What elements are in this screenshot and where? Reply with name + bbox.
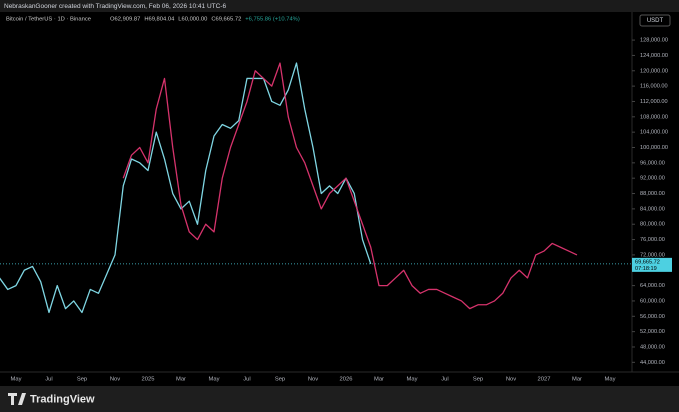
x-tick-label: Nov (506, 377, 516, 383)
ohlc-value: H69,804.04 (144, 17, 175, 23)
y-tick-label: 76,000.00 (640, 237, 665, 243)
x-tick-label: May (605, 377, 616, 383)
y-tick-label: 116,000.00 (640, 84, 668, 90)
x-tick-label: Jul (45, 377, 52, 383)
y-tick-label: 64,000.00 (640, 283, 665, 289)
last-price-label: 69,665.72 (635, 259, 660, 265)
y-tick-label: 112,000.00 (640, 99, 668, 105)
y-tick-label: 88,000.00 (640, 191, 665, 197)
x-tick-label: May (407, 377, 418, 383)
y-tick-label: 80,000.00 (640, 222, 665, 228)
x-tick-label: Jul (243, 377, 250, 383)
y-tick-label: 84,000.00 (640, 206, 665, 212)
x-tick-label: Sep (473, 377, 483, 383)
footer-bar (0, 386, 679, 412)
ohlc-value: C69,665.72 (211, 17, 241, 23)
y-tick-label: 52,000.00 (640, 329, 665, 335)
y-tick-label: 124,000.00 (640, 53, 668, 59)
x-tick-label: Mar (572, 377, 582, 383)
x-tick-label: Sep (275, 377, 285, 383)
x-tick-label: Mar (176, 377, 186, 383)
price-line (0, 62, 372, 314)
x-tick-label: 2027 (538, 377, 551, 383)
brand: TradingView (30, 393, 95, 405)
y-tick-label: 56,000.00 (640, 314, 665, 320)
x-tick-label: 2026 (340, 377, 353, 383)
x-tick-label: Sep (77, 377, 87, 383)
x-tick-label: May (11, 377, 22, 383)
ohlc-value: O62,909.87 (110, 17, 140, 23)
symbol: Bitcoin / TetherUS · 1D · Binance (6, 17, 91, 23)
logo (8, 393, 26, 405)
y-tick-label: 48,000.00 (640, 344, 665, 350)
last-price-box (632, 257, 672, 272)
y-tick-label: 44,000.00 (640, 360, 665, 366)
x-tick-label: May (209, 377, 220, 383)
ohlc-value: +6,755.86 (+10.74%) (245, 17, 300, 23)
countdown: 07:18:19 (635, 266, 657, 272)
x-tick-label: Nov (308, 377, 318, 383)
price-line (122, 62, 578, 310)
y-tick-label: 96,000.00 (640, 160, 665, 166)
x-tick-label: Nov (110, 377, 120, 383)
y-tick-label: 100,000.00 (640, 145, 668, 151)
ohlc-value: L60,000.00 (178, 17, 207, 23)
y-tick-label: 128,000.00 (640, 38, 668, 44)
y-tick-label: 120,000.00 (640, 68, 668, 74)
y-tick-label: 92,000.00 (640, 176, 665, 182)
x-tick-label: 2025 (142, 377, 155, 383)
y-tick-label: 108,000.00 (640, 114, 668, 120)
y-tick-label: 104,000.00 (640, 130, 668, 136)
currency-box (639, 14, 671, 27)
header-bar (0, 0, 679, 12)
y-tick-label: 72,000.00 (640, 252, 665, 258)
x-tick-label: Jul (441, 377, 448, 383)
x-tick-label: Mar (374, 377, 384, 383)
currency: USDT (647, 18, 664, 24)
y-tick-label: 60,000.00 (640, 298, 665, 304)
credit: NebraskanGooner created with TradingView… (4, 3, 226, 10)
